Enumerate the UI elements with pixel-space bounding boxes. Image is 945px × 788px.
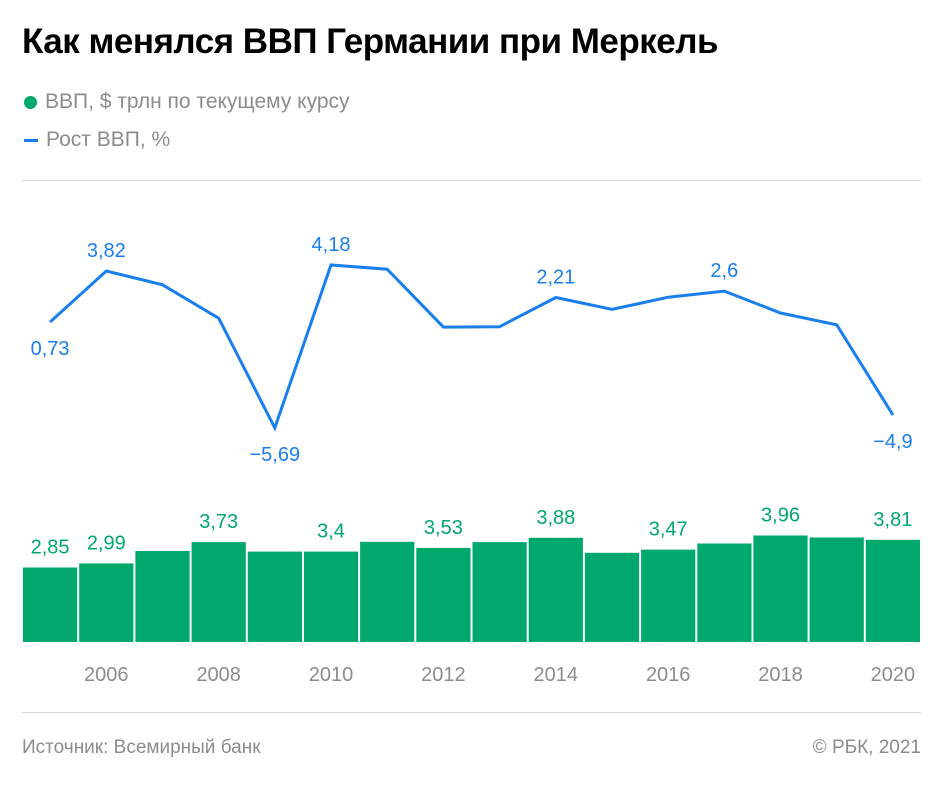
- x-tick-label: 2006: [84, 664, 129, 686]
- gdp-bar: [528, 537, 583, 642]
- bottom-divider: [22, 712, 921, 713]
- legend-growth: Рост ВВП, %: [24, 128, 170, 152]
- gdp-chart: 2,85 2,99 3,73 3,4 3,53 3,88 3,47 3,96 3,81 2006 2…: [23, 234, 920, 686]
- growth-line: [49, 263, 895, 432]
- gdp-bar: [809, 537, 864, 642]
- x-tick-label: 2008: [196, 664, 241, 686]
- source-note: Источник: Всемирный банк: [22, 737, 261, 758]
- gdp-bar: [416, 547, 471, 642]
- gdp-bar: [641, 549, 696, 642]
- gdp-bar: [191, 542, 246, 642]
- growth-label: −4,9: [873, 431, 912, 453]
- gdp-bar-label: 3,73: [199, 511, 238, 533]
- gdp-bar: [79, 563, 134, 642]
- top-divider: [22, 180, 921, 181]
- gdp-bar-label: 3,4: [317, 521, 345, 543]
- gdp-bar: [360, 541, 415, 642]
- x-tick-label: 2016: [646, 664, 691, 686]
- legend-gdp-label: ВВП, $ трлн по текущему курсу: [45, 90, 350, 113]
- gdp-bar-label: 3,96: [761, 505, 800, 527]
- gdp-bar: [584, 552, 640, 642]
- growth-label: 4,18: [312, 234, 351, 256]
- x-tick-label: 2014: [534, 664, 579, 686]
- gdp-bar: [135, 551, 190, 642]
- chart-title: Как менялся ВВП Германии при Меркель: [22, 22, 718, 61]
- growth-label: 3,82: [87, 240, 126, 262]
- gdp-bar-label: 2,99: [87, 532, 126, 554]
- gdp-bar: [303, 551, 359, 642]
- growth-label: 0,73: [31, 338, 70, 360]
- gdp-bar: [697, 543, 752, 642]
- gdp-bar: [753, 535, 808, 642]
- gdp-bar-label: 2,85: [31, 537, 70, 559]
- growth-label: −5,69: [249, 444, 300, 466]
- x-tick-label: 2018: [758, 664, 803, 686]
- x-tick-label: 2010: [309, 664, 354, 686]
- legend-gdp-marker: [24, 95, 37, 109]
- gdp-bar: [23, 567, 78, 642]
- copyright: © РБК, 2021: [812, 737, 921, 758]
- gdp-bar-label: 3,47: [649, 519, 688, 541]
- gdp-bar-label: 3,81: [873, 509, 912, 531]
- gdp-bar: [247, 551, 302, 642]
- growth-label: 2,21: [536, 267, 575, 289]
- x-tick-label: 2012: [421, 664, 466, 686]
- x-tick-label: 2020: [871, 664, 916, 686]
- growth-label: 2,6: [710, 260, 738, 282]
- legend-gdp: ВВП, $ трлн по текущему курсу: [24, 90, 350, 114]
- gdp-bar-label: 3,53: [424, 517, 463, 539]
- legend-growth-label: Рост ВВП, %: [46, 128, 171, 151]
- gdp-bar-label: 3,88: [536, 507, 575, 529]
- gdp-bar: [472, 542, 527, 642]
- legend-growth-marker: [24, 138, 38, 142]
- gdp-bar: [865, 539, 920, 642]
